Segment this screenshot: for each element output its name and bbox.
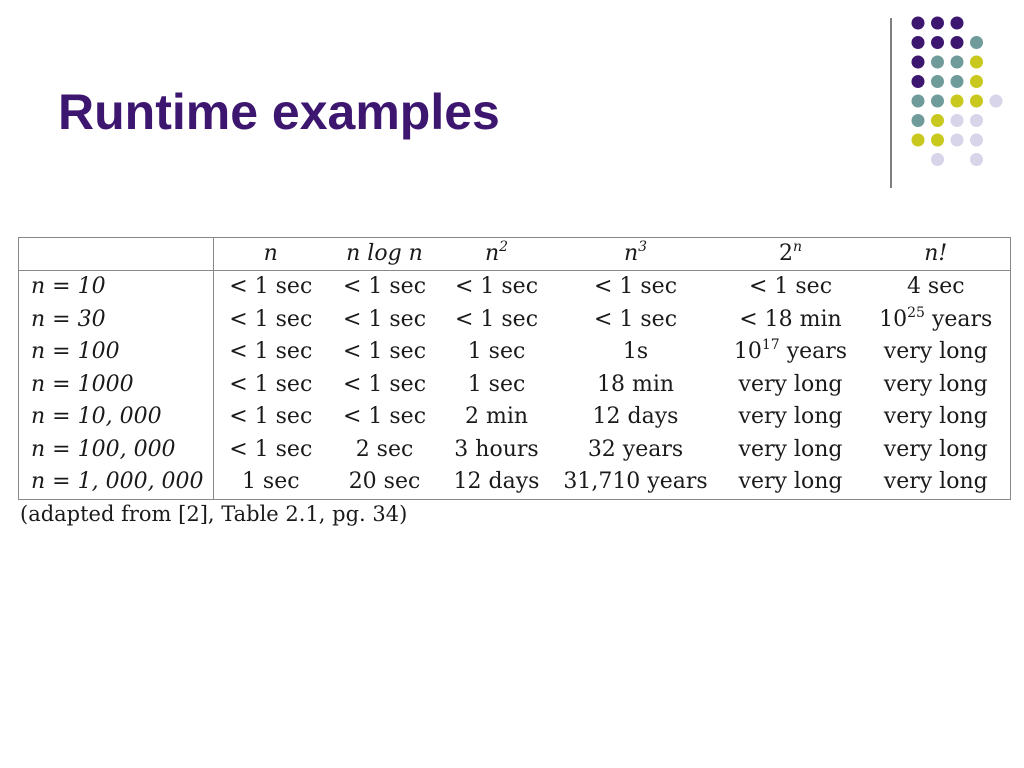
runtime-table: n n log n n2 n3 2n n! n = 10 < 1 sec < 1 s… [18,237,1011,500]
decorative-dot [950,75,964,88]
column-header: n log n [346,241,423,266]
decorative-dot [970,133,983,147]
table-cell: 1017 years [733,337,848,365]
table-cell: < 1 sec [229,371,313,397]
decorative-dot [931,36,944,49]
decorative-dot [970,153,983,166]
table-cell: very long [738,436,843,462]
decorative-dot [931,55,944,69]
decorative-dot-grid [890,16,1003,188]
decorative-dot [931,153,944,166]
table-cell: very long [719,466,862,500]
table-caption: (adapted from [2], Table 2.1, pg. 34) [20,502,408,526]
row-label: n = 1, 000, 000 [18,466,214,500]
table-cell: < 18 min [739,306,842,332]
table-cell: < 1 sec [593,306,678,332]
decorative-dot [911,75,925,88]
decorative-dot [950,94,964,108]
header-corner-cell [18,237,214,271]
decorative-dot [931,94,944,108]
table-cell: 4 sec [861,270,1011,304]
table-cell: 18 min [596,371,675,397]
row-label: n = 100 [18,336,214,369]
decorative-dot [911,16,925,30]
table-cell: < 1 sec [748,274,833,300]
table-cell: < 1 sec [229,274,313,300]
decorative-dot [950,55,964,69]
table-cell: 2 min [464,404,529,430]
table-header-row: n n log n n2 n3 2n n! [18,237,1011,271]
table-cell: < 1 sec [342,339,427,365]
table-cell: < 1 sec [342,274,427,300]
table-cell: < 1 sec [342,371,427,397]
decorative-dot [911,133,925,147]
table-row: n = 10, 000 < 1 sec < 1 sec 2 min 12 days ver… [18,401,1011,434]
decorative-dot [931,133,944,147]
table-cell: 1 sec [213,466,328,500]
row-label: n = 100, 000 [18,433,214,466]
table-cell: 1 sec [467,371,526,397]
decorative-dot [911,114,925,127]
table-cell: 1025 years [861,303,1011,336]
decorative-dot [950,16,964,30]
table-cell: very long [861,466,1011,500]
decorative-dot [931,16,944,30]
table-cell: < 1 sec [342,306,427,332]
table-cell: 12 days [441,466,552,500]
row-label: n = 1000 [18,368,214,401]
table-cell: very long [738,404,843,430]
table-row: n = 100, 000 < 1 sec 2 sec 3 hours 32 years v… [18,433,1011,466]
table-cell: very long [861,433,1011,466]
column-header: n3 [623,239,648,266]
table-cell: < 1 sec [229,306,313,332]
table-cell: < 1 sec [229,339,313,365]
column-header: n2 [484,239,509,266]
decorative-dot [950,133,964,147]
runtime-table-container: n n log n n2 n3 2n n! n = 10 < 1 sec < 1 s… [18,237,1011,500]
table-cell: < 1 sec [229,436,313,462]
table-cell: 32 years [587,436,684,462]
table-cell: 12 days [592,404,679,430]
row-label: n = 10 [18,270,214,304]
table-cell: 2 sec [355,436,414,462]
decorative-dot [970,94,983,108]
table-cell: 31,710 years [551,466,720,500]
table-cell: very long [738,371,843,397]
table-cell: very long [861,368,1011,401]
table-row: n = 100 < 1 sec < 1 sec 1 sec 1s 1017 years ve… [18,336,1011,369]
table-cell: < 1 sec [342,404,427,430]
column-header: 2n [778,239,803,266]
table-cell: 20 sec [327,466,442,500]
decorative-dot [950,114,964,127]
table-cell: very long [861,336,1011,369]
row-label: n = 10, 000 [18,401,214,434]
table-cell: 1s [622,339,649,365]
slide-title: Runtime examples [58,84,500,140]
table-cell: 1 sec [467,339,526,365]
decorative-dot [911,55,925,69]
column-header: n! [861,237,1011,271]
table-row: n = 10 < 1 sec < 1 sec < 1 sec < 1 sec < 1 se… [18,270,1011,304]
table-cell: very long [861,401,1011,434]
decorative-dot [970,75,983,88]
table-cell: < 1 sec [454,306,539,332]
decorative-dot [931,75,944,88]
table-row: n = 30 < 1 sec < 1 sec < 1 sec < 1 sec < 18 m… [18,303,1011,336]
table-cell: 3 hours [454,436,539,462]
decorative-dot [911,36,925,49]
decorative-dot [970,114,983,127]
decorative-dot [970,36,983,49]
table-cell: < 1 sec [229,404,313,430]
decorative-dot [911,94,925,108]
decorative-dot [931,114,944,127]
decorative-dot [989,94,1003,108]
table-row: n = 1000 < 1 sec < 1 sec 1 sec 18 min very lo… [18,368,1011,401]
table-cell: < 1 sec [593,274,678,300]
decorative-dot [950,36,964,49]
row-label: n = 30 [18,303,214,336]
decorative-dot [970,55,983,69]
column-header: n [263,241,278,266]
table-row: n = 1, 000, 000 1 sec 20 sec 12 days 31,710 … [18,466,1011,500]
table-cell: < 1 sec [454,274,539,300]
